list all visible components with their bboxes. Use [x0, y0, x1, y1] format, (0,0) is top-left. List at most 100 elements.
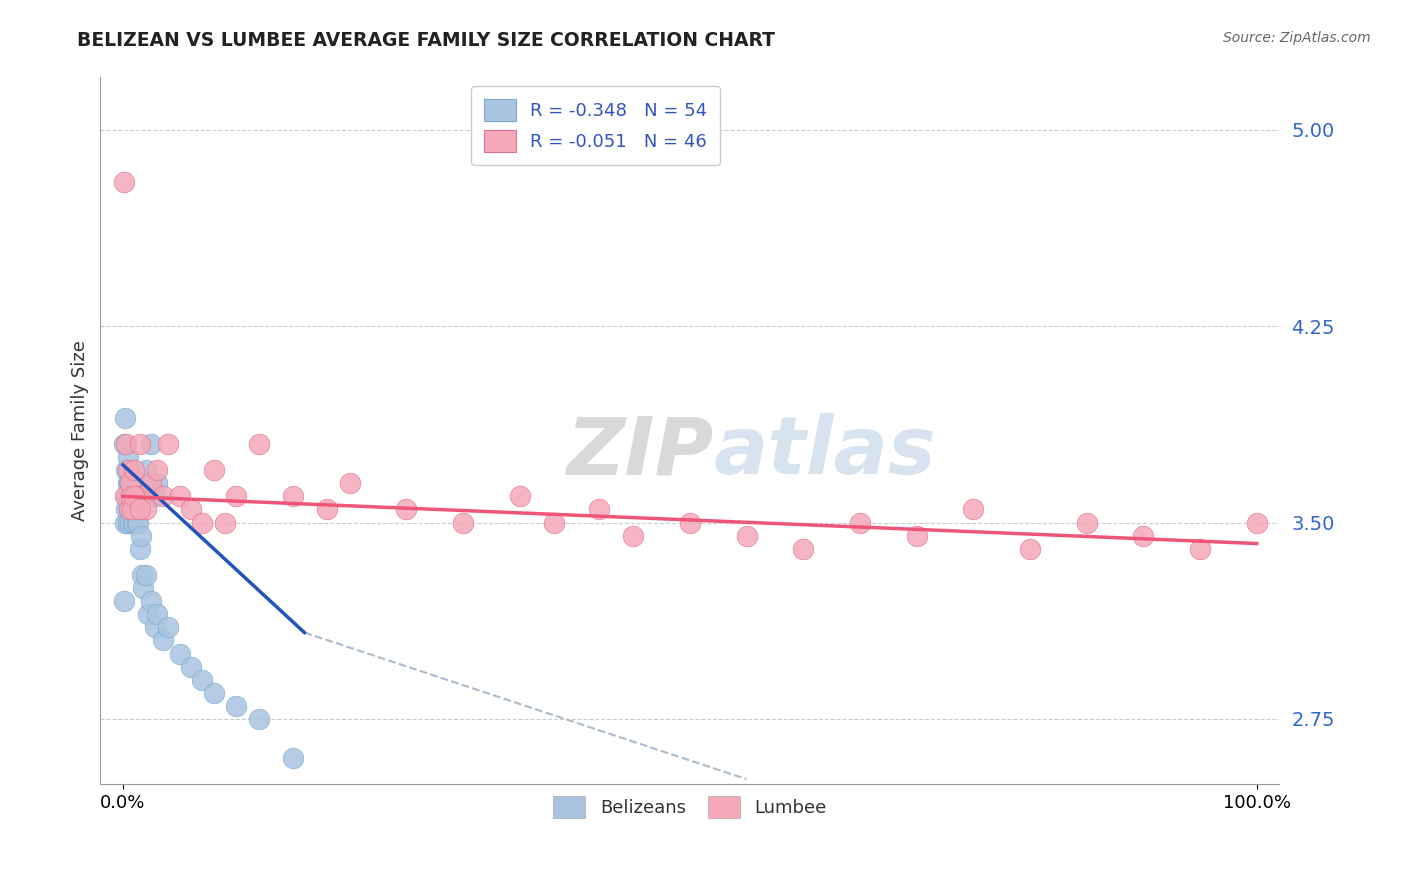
Point — [135, 463, 157, 477]
Point — [849, 516, 872, 530]
Point — [118, 502, 141, 516]
Point — [136, 607, 159, 622]
Point — [117, 463, 139, 477]
Point — [451, 516, 474, 530]
Point — [115, 463, 138, 477]
Point — [180, 502, 202, 516]
Point — [120, 476, 142, 491]
Point — [1132, 529, 1154, 543]
Point — [679, 516, 702, 530]
Point — [621, 529, 644, 543]
Y-axis label: Average Family Size: Average Family Size — [72, 341, 89, 521]
Point — [146, 607, 169, 622]
Point — [124, 463, 146, 477]
Point — [281, 751, 304, 765]
Point — [129, 529, 152, 543]
Point — [191, 516, 214, 530]
Text: Source: ZipAtlas.com: Source: ZipAtlas.com — [1223, 31, 1371, 45]
Point — [121, 502, 143, 516]
Point — [157, 620, 180, 634]
Point — [124, 489, 146, 503]
Point — [118, 516, 141, 530]
Point — [122, 516, 145, 530]
Point — [124, 502, 146, 516]
Legend: Belizeans, Lumbee: Belizeans, Lumbee — [546, 789, 834, 825]
Point — [118, 463, 141, 477]
Point — [146, 476, 169, 491]
Point — [191, 673, 214, 687]
Point — [117, 450, 139, 464]
Point — [247, 712, 270, 726]
Point — [157, 437, 180, 451]
Point — [339, 476, 361, 491]
Point — [169, 647, 191, 661]
Point — [225, 698, 247, 713]
Point — [169, 489, 191, 503]
Point — [120, 489, 142, 503]
Point — [1019, 541, 1042, 556]
Point — [115, 502, 138, 516]
Point — [735, 529, 758, 543]
Point — [125, 516, 148, 530]
Point — [202, 463, 225, 477]
Point — [792, 541, 814, 556]
Point — [124, 516, 146, 530]
Point — [1189, 541, 1212, 556]
Point — [117, 516, 139, 530]
Point — [118, 489, 141, 503]
Point — [905, 529, 928, 543]
Point — [114, 489, 136, 503]
Point — [117, 476, 139, 491]
Point — [115, 437, 138, 451]
Point — [112, 594, 135, 608]
Point — [281, 489, 304, 503]
Point — [588, 502, 610, 516]
Point — [1246, 516, 1268, 530]
Point — [141, 594, 163, 608]
Point — [118, 502, 141, 516]
Point — [127, 516, 149, 530]
Point — [120, 489, 142, 503]
Point — [152, 633, 174, 648]
Point — [115, 489, 138, 503]
Point — [132, 489, 155, 503]
Point — [125, 489, 148, 503]
Point — [962, 502, 984, 516]
Point — [509, 489, 531, 503]
Point — [124, 489, 146, 503]
Point — [124, 489, 146, 503]
Point — [118, 476, 141, 491]
Text: atlas: atlas — [713, 413, 936, 491]
Point — [112, 175, 135, 189]
Point — [180, 659, 202, 673]
Point — [114, 410, 136, 425]
Point — [129, 541, 152, 556]
Point — [129, 502, 152, 516]
Point — [121, 502, 143, 516]
Point — [141, 476, 163, 491]
Point — [395, 502, 418, 516]
Text: BELIZEAN VS LUMBEE AVERAGE FAMILY SIZE CORRELATION CHART: BELIZEAN VS LUMBEE AVERAGE FAMILY SIZE C… — [77, 31, 775, 50]
Point — [247, 437, 270, 451]
Point — [128, 502, 150, 516]
Point — [118, 476, 141, 491]
Point — [214, 516, 236, 530]
Point — [120, 502, 142, 516]
Point — [143, 620, 166, 634]
Point — [135, 568, 157, 582]
Point — [118, 502, 141, 516]
Point — [135, 502, 157, 516]
Point — [121, 489, 143, 503]
Point — [543, 516, 565, 530]
Point — [118, 489, 141, 503]
Point — [152, 489, 174, 503]
Point — [202, 686, 225, 700]
Point — [143, 489, 166, 503]
Point — [112, 437, 135, 451]
Point — [124, 502, 146, 516]
Point — [141, 437, 163, 451]
Point — [146, 463, 169, 477]
Point — [1076, 516, 1098, 530]
Point — [132, 581, 155, 595]
Point — [316, 502, 339, 516]
